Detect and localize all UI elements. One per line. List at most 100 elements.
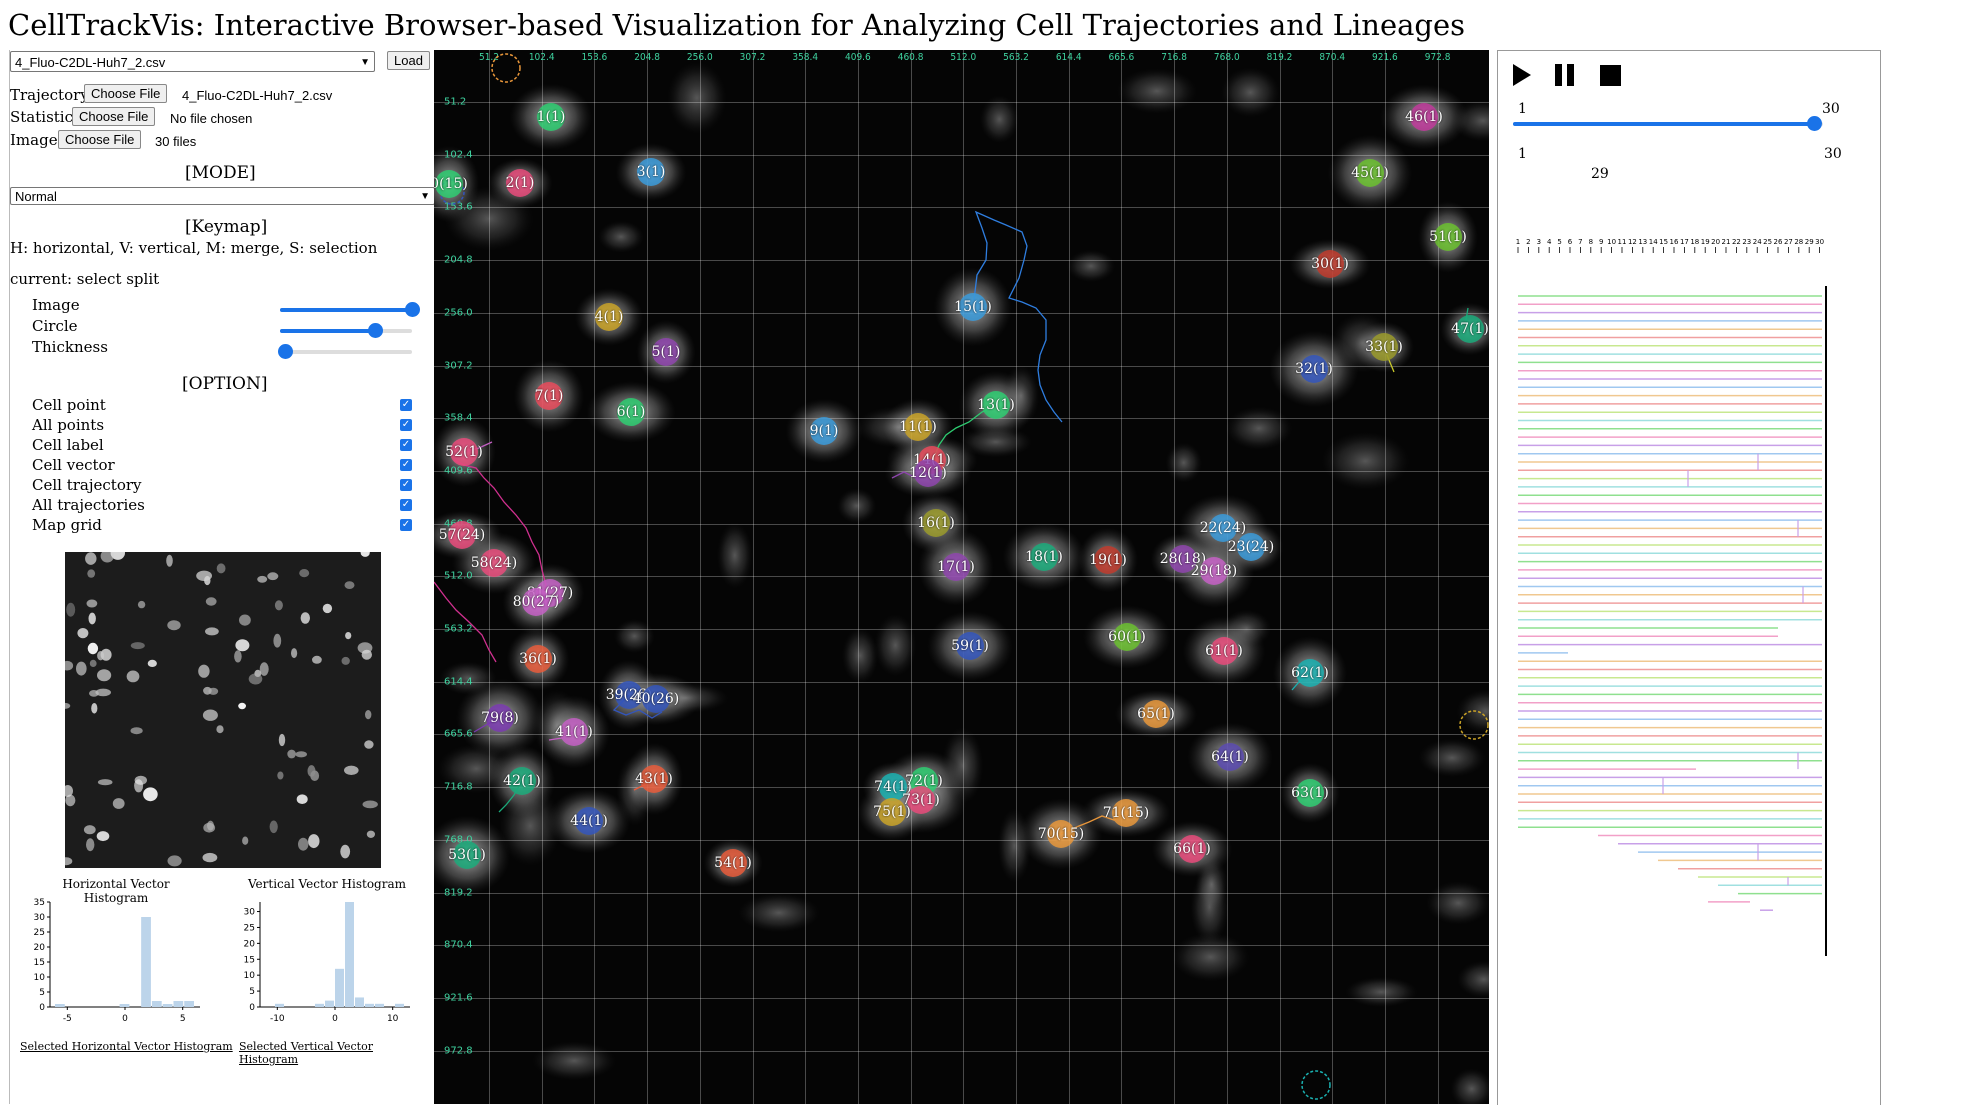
option-checkbox[interactable]: ✓	[400, 439, 412, 451]
cell-marker[interactable]	[1370, 333, 1398, 361]
vertical-histogram[interactable]: 30 25 20 15 10 5 0 -10 0 10	[220, 892, 435, 1042]
frame-max-label: 30	[1822, 101, 1840, 117]
cell-glow	[842, 627, 879, 684]
cell-marker[interactable]	[719, 849, 747, 877]
lineage-tree[interactable]: 1 2 3 4 5 6 7 8 9 10 11 12 13 14 15 16 17 18 19 20 21 22 23 24 2…	[1498, 181, 1878, 981]
histogram-bar	[315, 1003, 324, 1007]
option-checkbox[interactable]: ✓	[400, 419, 412, 431]
cell-marker[interactable]	[435, 170, 463, 198]
grid-line-vertical	[489, 50, 490, 1104]
cell-marker[interactable]	[959, 293, 987, 321]
thumbnail-cell	[362, 800, 378, 809]
grid-line-horizontal	[434, 1050, 1489, 1052]
cell-marker[interactable]	[1169, 545, 1197, 573]
cell-marker[interactable]	[914, 459, 942, 487]
stop-icon[interactable]	[1599, 64, 1623, 88]
horizontal-histogram[interactable]: 35 30 25 20 15 10 5 0 -5 0 5	[10, 892, 210, 1042]
option-checkbox[interactable]: ✓	[400, 399, 412, 411]
cell-marker[interactable]	[1094, 546, 1122, 574]
cell-marker[interactable]	[1456, 315, 1484, 343]
cell-marker[interactable]	[524, 645, 552, 673]
cell-marker[interactable]	[560, 718, 588, 746]
cell-marker[interactable]	[907, 786, 935, 814]
slider-circle[interactable]	[280, 323, 412, 339]
cell-marker[interactable]	[982, 391, 1010, 419]
image-choose-file-button[interactable]: Choose File	[58, 130, 142, 149]
image-label: Image	[10, 131, 58, 149]
cell-marker[interactable]	[1209, 514, 1237, 542]
thumbnail-image[interactable]	[65, 552, 381, 868]
cell-marker[interactable]	[1178, 835, 1206, 863]
cell-marker[interactable]	[1434, 223, 1462, 251]
play-icon[interactable]	[1511, 63, 1533, 87]
cell-marker[interactable]	[1113, 623, 1141, 651]
cell-marker[interactable]	[615, 681, 643, 709]
mode-select[interactable]: Normal ▼	[10, 187, 435, 205]
cell-marker[interactable]	[1296, 779, 1324, 807]
cell-glow	[667, 62, 727, 134]
cell-marker[interactable]	[652, 338, 680, 366]
cell-marker[interactable]	[922, 509, 950, 537]
option-checkbox[interactable]: ✓	[400, 459, 412, 471]
cell-marker[interactable]	[617, 398, 645, 426]
cell-marker[interactable]	[1300, 355, 1328, 383]
cell-marker[interactable]	[522, 588, 550, 616]
cell-marker[interactable]	[640, 765, 668, 793]
x-tick-label: 768.0	[1213, 52, 1240, 63]
option-checkbox[interactable]: ✓	[400, 519, 412, 531]
cell-marker[interactable]	[1030, 543, 1058, 571]
cell-label: 30(1)	[1311, 256, 1349, 272]
x-tick-label: 307.2	[739, 52, 766, 63]
load-button[interactable]: Load	[387, 51, 430, 70]
cell-label: 19(1)	[1089, 552, 1127, 568]
frame-slider[interactable]	[1513, 116, 1823, 132]
cell-marker[interactable]	[1216, 743, 1244, 771]
cell-marker[interactable]	[1316, 250, 1344, 278]
option-checkbox[interactable]: ✓	[400, 499, 412, 511]
cell-marker[interactable]	[956, 632, 984, 660]
cell-marker[interactable]	[453, 841, 481, 869]
pause-icon[interactable]	[1553, 63, 1577, 87]
cell-marker[interactable]	[1296, 659, 1324, 687]
statistic-choose-file-button[interactable]: Choose File	[72, 107, 156, 126]
trajectory-map-view[interactable]: 51.2 102.4 153.6 204.8 256.0 307.2 358.4 409.6 4…	[434, 50, 1489, 1104]
cell-marker[interactable]	[879, 773, 907, 801]
trajectory-choose-file-button[interactable]: Choose File	[84, 84, 168, 103]
cell-marker[interactable]	[506, 169, 534, 197]
cell-marker[interactable]	[942, 553, 970, 581]
cell-marker[interactable]	[904, 413, 932, 441]
cell-marker[interactable]	[1210, 637, 1238, 665]
cell-marker[interactable]	[480, 549, 508, 577]
cell-marker[interactable]	[1356, 159, 1384, 187]
dataset-select[interactable]: 4_Fluo-C2DL-Huh7_2.csv ▼	[10, 51, 375, 72]
thumbnail-cell	[89, 690, 99, 697]
cell-marker[interactable]	[450, 438, 478, 466]
cell-marker[interactable]	[486, 704, 514, 732]
x-tick-label: 512.0	[950, 52, 977, 63]
cell-marker[interactable]	[1237, 533, 1265, 561]
y-tick-label: 256.0	[444, 307, 473, 319]
cell-marker[interactable]	[575, 807, 603, 835]
cell-marker[interactable]	[537, 103, 565, 131]
cell-marker[interactable]	[448, 521, 476, 549]
cell-marker[interactable]	[878, 798, 906, 826]
selected-vertical-histogram-link[interactable]: Selected Vertical Vector Histogram	[239, 1040, 373, 1066]
cell-marker[interactable]	[595, 303, 623, 331]
cell-marker[interactable]	[637, 158, 665, 186]
cell-marker[interactable]	[642, 685, 670, 713]
thumbnail-cell	[238, 702, 247, 710]
slider-image[interactable]	[280, 302, 420, 318]
cell-marker[interactable]	[508, 767, 536, 795]
slider-thickness[interactable]	[278, 344, 412, 360]
cell-marker[interactable]	[535, 382, 563, 410]
cell-glow	[1172, 932, 1250, 982]
cell-marker[interactable]	[1112, 799, 1140, 827]
x-tick-label: 460.8	[897, 52, 924, 63]
cell-marker[interactable]	[1410, 103, 1438, 131]
selected-horizontal-histogram-link[interactable]: Selected Horizontal Vector Histogram	[20, 1040, 233, 1053]
cell-marker[interactable]	[1200, 557, 1228, 585]
cell-marker[interactable]	[1142, 700, 1170, 728]
option-checkbox[interactable]: ✓	[400, 479, 412, 491]
cell-marker[interactable]	[810, 417, 838, 445]
cell-marker[interactable]	[1047, 820, 1075, 848]
